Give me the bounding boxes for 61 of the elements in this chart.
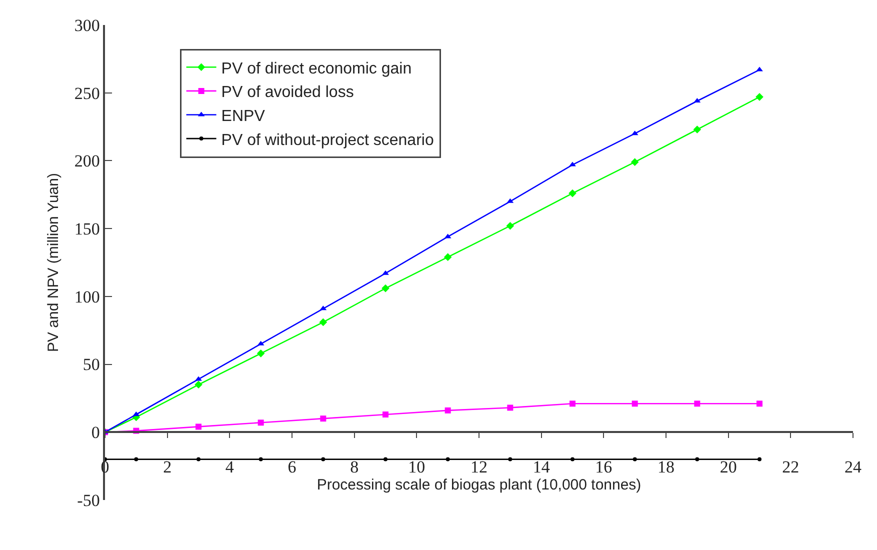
point [446, 457, 450, 462]
y-tick-label: 250 [74, 84, 100, 103]
x-tick-label: 20 [720, 457, 737, 476]
x-axis-title: Processing scale of biogas plant (10,000 tonnes) [316, 476, 642, 494]
point [694, 400, 700, 407]
point [630, 158, 639, 166]
point [569, 162, 576, 166]
point [134, 457, 138, 462]
point [444, 253, 452, 261]
x-tick-label: 18 [658, 457, 674, 476]
x-tick-label: 2 [163, 457, 172, 476]
y-axis-title: PV and NPV (million Yuan) [45, 173, 62, 352]
point [382, 284, 390, 292]
point [695, 457, 700, 462]
point [382, 412, 388, 418]
y-tick-label: 50 [82, 355, 100, 374]
x-tick-label: 16 [595, 457, 612, 476]
y-tick-label: -50 [77, 490, 100, 510]
y-tick-label: 200 [74, 152, 100, 171]
point [258, 420, 264, 426]
point [321, 457, 326, 462]
legend-label: PV of avoided loss [221, 84, 354, 102]
point [196, 424, 202, 430]
point [632, 400, 638, 407]
point [256, 350, 265, 358]
point [320, 416, 326, 422]
point [507, 404, 514, 411]
x-tick-label: 6 [288, 457, 296, 476]
y-tick-label: 0 [91, 423, 100, 442]
point [693, 126, 702, 134]
point [444, 407, 451, 414]
point [508, 457, 512, 462]
point [570, 457, 574, 462]
point [570, 400, 576, 407]
point [258, 457, 263, 462]
point [384, 457, 388, 462]
point [195, 376, 202, 381]
point [632, 457, 637, 462]
point [756, 93, 764, 101]
point [319, 318, 328, 326]
point [194, 380, 202, 389]
point [758, 457, 762, 462]
x-tick-label: 4 [225, 457, 234, 476]
x-tick-label: 12 [470, 457, 488, 476]
point [756, 400, 762, 407]
x-tick-label: 22 [782, 457, 800, 476]
point [196, 457, 200, 462]
point [568, 189, 576, 198]
legend-label: PV of direct economic gain [221, 60, 412, 78]
y-tick-label: 300 [74, 16, 100, 35]
x-tick-label: 24 [844, 457, 862, 476]
legend-label: ENPV [221, 108, 266, 125]
x-tick-label: 14 [532, 457, 550, 476]
point [506, 222, 514, 230]
x-tick-label: 8 [350, 457, 359, 476]
legend-label: PV of without-project scenario [221, 132, 434, 149]
point [382, 270, 389, 275]
point [756, 66, 763, 72]
y-tick-label: 100 [74, 287, 100, 306]
x-tick-label: 10 [408, 457, 426, 476]
y-tick-label: 150 [74, 220, 100, 239]
